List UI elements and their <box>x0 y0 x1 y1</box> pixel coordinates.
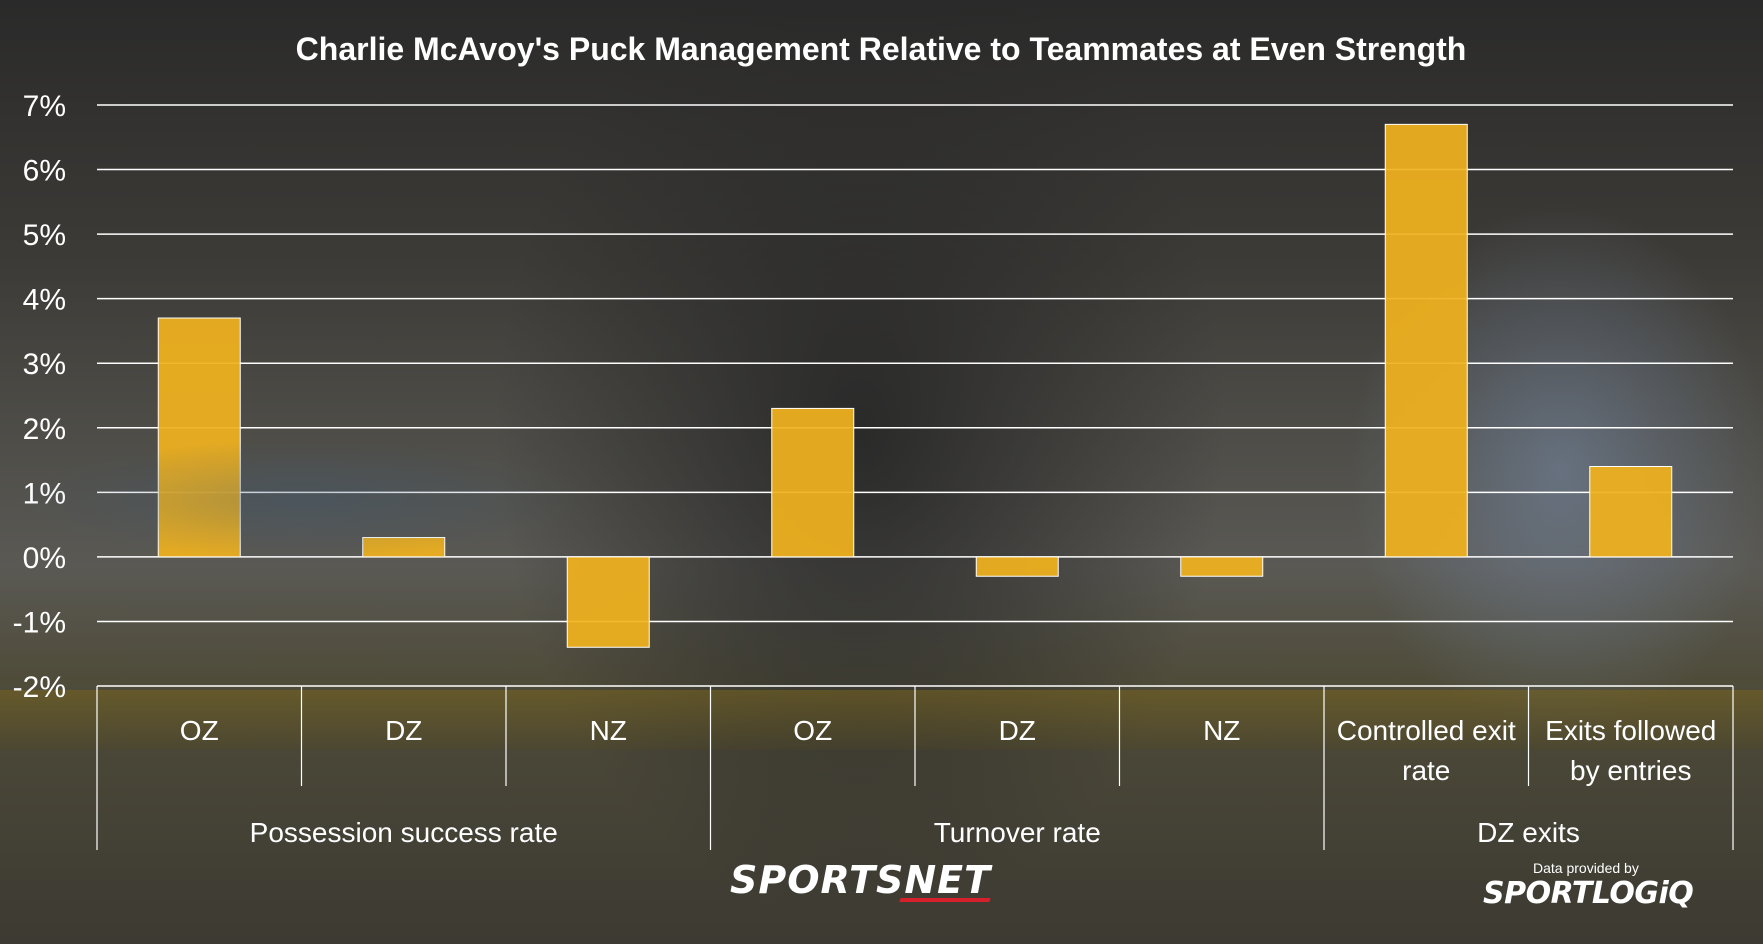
category-label: DZ <box>999 715 1036 746</box>
bar <box>362 537 446 558</box>
chart-title: Charlie McAvoy's Puck Management Relativ… <box>296 31 1467 67</box>
group-label: Possession success rate <box>250 817 558 848</box>
gridlines <box>97 104 1733 687</box>
bar <box>771 407 855 558</box>
category-label: Exits followed <box>1545 715 1716 746</box>
data-provided-by-text: Data provided by <box>1533 860 1639 876</box>
sportsnet-logo-stripe <box>899 898 991 902</box>
y-tick-label: 4% <box>23 284 66 317</box>
category-label: NZ <box>590 715 627 746</box>
sportsnet-logo: SPORTSNET <box>730 858 992 902</box>
y-axis-tick-labels: -2% -1% 0% 1% 2% 3% 4% 5% 6% 7% <box>13 90 66 704</box>
bars <box>157 123 1673 648</box>
group-label: DZ exits <box>1477 817 1580 848</box>
category-label: OZ <box>180 715 219 746</box>
category-label: Controlled exit <box>1337 715 1516 746</box>
category-label: DZ <box>385 715 422 746</box>
y-tick-label: 1% <box>23 477 66 510</box>
category-label: OZ <box>793 715 832 746</box>
y-tick-label: 7% <box>23 90 66 123</box>
group-label: Turnover rate <box>934 817 1101 848</box>
bar <box>1589 466 1673 558</box>
category-label: NZ <box>1203 715 1240 746</box>
sportlogiq-logo: SPORTLOGiQ <box>1483 876 1694 911</box>
x-axis: OZ DZ NZ OZ DZ NZ Controlled exit rate Exits fol… <box>96 686 1734 850</box>
y-tick-label: 2% <box>23 413 66 446</box>
y-tick-label: -2% <box>13 671 66 704</box>
y-tick-label: 6% <box>23 155 66 188</box>
y-tick-label: 3% <box>23 348 66 381</box>
bar <box>157 317 241 558</box>
y-tick-label: 5% <box>23 219 66 252</box>
bar <box>1384 123 1468 558</box>
y-tick-label: -1% <box>13 606 66 639</box>
bar <box>975 556 1059 577</box>
y-tick-label: 0% <box>23 542 66 575</box>
bar <box>566 556 650 648</box>
category-label: by entries <box>1570 755 1691 786</box>
bar <box>1180 556 1264 577</box>
category-label: rate <box>1402 755 1450 786</box>
